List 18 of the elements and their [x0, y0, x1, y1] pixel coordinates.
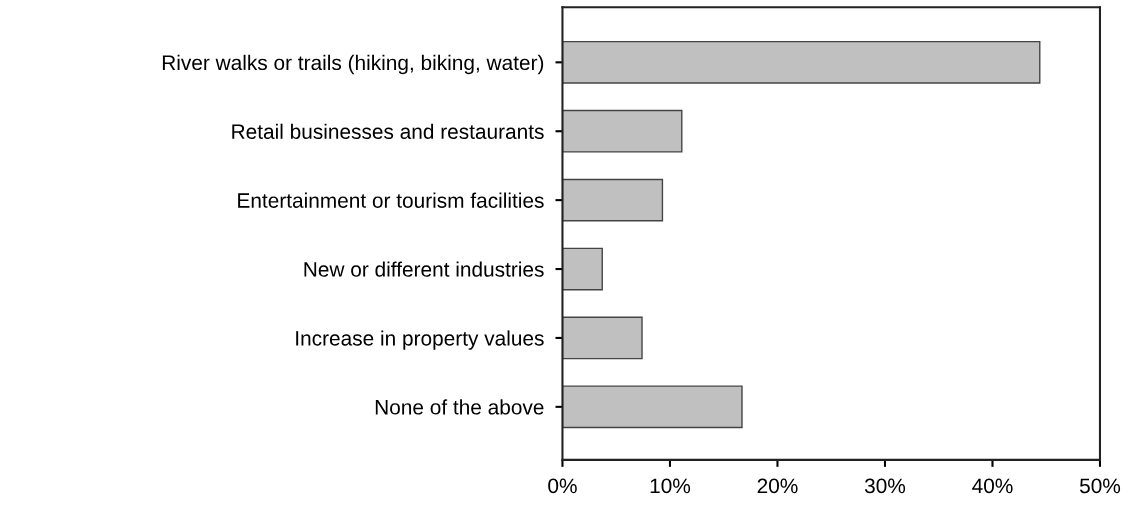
- y-tick-label: River walks or trails (hiking, biking, water): [162, 54, 544, 75]
- x-tick-label: 20%: [757, 478, 798, 494]
- bar: [562, 316, 643, 360]
- bar: [562, 178, 664, 222]
- bar: [562, 385, 743, 429]
- bar: [562, 247, 603, 291]
- x-tick-label: 10%: [650, 478, 691, 494]
- x-tick-label: 50%: [1079, 478, 1121, 494]
- y-tick-label: None of the above: [375, 399, 544, 415]
- x-tick-label: 0%: [548, 478, 577, 494]
- x-tick-label: 40%: [972, 478, 1013, 494]
- y-tick-label: Increase in property values: [296, 330, 544, 350]
- y-tick-label: Entertainment or tourism facilities: [238, 192, 544, 208]
- bar: [562, 109, 683, 153]
- y-tick-label: New or different industries: [304, 261, 544, 277]
- x-tick-label: 30%: [864, 478, 906, 494]
- bar: [562, 40, 1041, 84]
- y-tick-label: Retail businesses and restaurants: [232, 123, 544, 139]
